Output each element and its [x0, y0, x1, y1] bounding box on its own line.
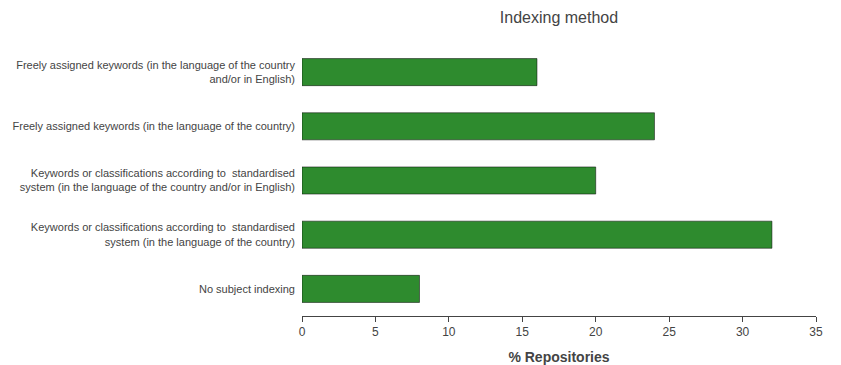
- svg-text:15: 15: [516, 325, 530, 339]
- svg-text:Freely assigned keywords (in t: Freely assigned keywords (in the languag…: [16, 59, 295, 85]
- svg-text:0: 0: [299, 325, 306, 339]
- svg-text:% Repositories: % Repositories: [508, 349, 609, 365]
- svg-text:35: 35: [809, 325, 823, 339]
- svg-text:30: 30: [736, 325, 750, 339]
- svg-text:5: 5: [372, 325, 379, 339]
- svg-text:Keywords or classifications ac: Keywords or classifications according to…: [31, 221, 295, 247]
- svg-text:No subject indexing: No subject indexing: [199, 283, 295, 295]
- svg-text:10: 10: [442, 325, 456, 339]
- svg-text:Indexing method: Indexing method: [500, 9, 618, 26]
- svg-text:Keywords or classifications ac: Keywords or classifications according to…: [20, 167, 295, 193]
- svg-text:20: 20: [589, 325, 603, 339]
- svg-text:25: 25: [662, 325, 676, 339]
- svg-text:Freely assigned keywords (in t: Freely assigned keywords (in the languag…: [13, 120, 296, 132]
